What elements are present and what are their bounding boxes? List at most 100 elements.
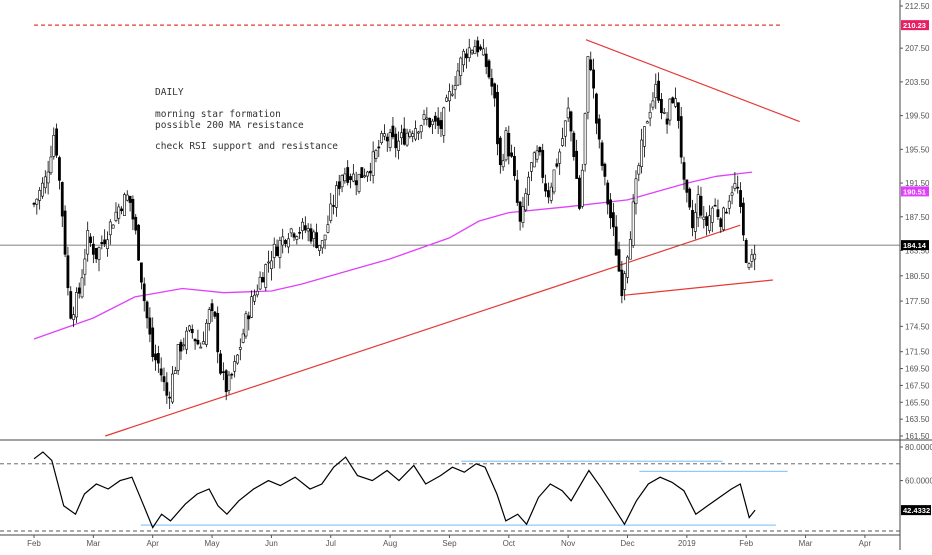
candle-body xyxy=(337,181,341,189)
candle-body xyxy=(58,157,61,181)
price-y-tick-label: 183.50 xyxy=(905,247,930,256)
candle-body xyxy=(32,203,36,205)
candle-body xyxy=(35,198,39,205)
candle-body xyxy=(145,301,149,319)
candle-body xyxy=(89,236,92,244)
candle-body xyxy=(275,246,279,256)
candle-body xyxy=(739,190,742,207)
candle-body xyxy=(269,260,273,270)
price-y-tick-label: 199.50 xyxy=(905,112,930,121)
candle-body xyxy=(538,147,542,153)
candle-body xyxy=(481,48,485,56)
candle-body xyxy=(532,152,536,168)
candle-body xyxy=(72,314,75,320)
candle-body xyxy=(730,192,734,196)
candle-body xyxy=(230,373,234,376)
candle-body xyxy=(193,338,197,342)
candle-body xyxy=(106,239,109,249)
candle-body xyxy=(286,238,290,248)
candle-body xyxy=(575,150,579,179)
x-tick-label: Aug xyxy=(383,539,397,548)
candle-body xyxy=(493,83,497,99)
candle-body xyxy=(199,346,203,349)
candle-body xyxy=(343,173,347,182)
trendline-recent-support xyxy=(624,279,773,296)
candle-body xyxy=(207,309,211,324)
candle-body xyxy=(541,149,545,178)
candle-body xyxy=(63,210,67,255)
candle-body xyxy=(685,179,689,193)
candle-body xyxy=(691,210,694,229)
rsi-value-tag-bg xyxy=(901,505,931,516)
candle-body xyxy=(490,77,494,87)
candle-body xyxy=(219,353,222,374)
candle-body xyxy=(657,80,660,101)
candle-body xyxy=(744,239,748,263)
candle-body xyxy=(725,211,728,214)
candle-body xyxy=(563,120,567,137)
candle-body xyxy=(552,169,556,193)
annotation-line3: check RSI support and resistance xyxy=(155,141,339,152)
candle-body xyxy=(388,132,392,148)
candle-body xyxy=(354,180,358,186)
candle-body xyxy=(428,117,432,128)
candle-body xyxy=(250,296,254,318)
candle-body xyxy=(496,91,499,145)
candle-body xyxy=(431,120,434,125)
candle-body xyxy=(623,273,627,290)
candle-body xyxy=(589,59,593,71)
candle-body xyxy=(351,173,355,182)
candle-body xyxy=(111,224,115,229)
candle-body xyxy=(450,93,454,96)
x-tick-label: Apr xyxy=(859,539,872,548)
price-tag-label: 210.23 xyxy=(903,21,926,30)
candle-body xyxy=(83,258,87,275)
candle-body xyxy=(453,85,457,90)
price-y-tick-label: 187.50 xyxy=(905,213,930,222)
candle-body xyxy=(595,93,598,124)
candle-body xyxy=(535,150,539,160)
x-tick-label: May xyxy=(204,539,219,548)
candle-body xyxy=(716,209,720,217)
x-tick-label: Jun xyxy=(265,539,278,548)
candle-body xyxy=(487,60,491,78)
candle-body xyxy=(86,230,90,255)
candle-body xyxy=(173,370,177,374)
trendline-descending-resistance xyxy=(585,39,800,123)
candle-body xyxy=(41,182,44,197)
candle-body xyxy=(301,221,304,231)
candle-body xyxy=(518,201,522,222)
price-y-tick-label: 180.50 xyxy=(905,272,930,281)
candle-body xyxy=(264,264,268,288)
candle-body xyxy=(332,205,335,207)
candle-body xyxy=(572,132,576,157)
candle-body xyxy=(634,178,638,205)
candle-body xyxy=(530,162,533,172)
candle-body xyxy=(753,253,757,260)
x-tick-label: Nov xyxy=(561,539,575,548)
x-tick-label: Oct xyxy=(503,539,516,548)
candle-body xyxy=(320,240,324,249)
candle-body xyxy=(708,215,711,231)
candle-body xyxy=(213,311,217,317)
candle-body xyxy=(620,269,624,297)
candle-body xyxy=(97,247,101,260)
price-y-tick-label: 161.50 xyxy=(905,432,930,441)
candle-body xyxy=(258,276,262,290)
candle-body xyxy=(442,107,446,136)
price-y-tick-label: 207.50 xyxy=(905,44,930,53)
candle-body xyxy=(142,283,146,302)
price-y-tick-label: 171.50 xyxy=(905,348,930,357)
candle-body xyxy=(210,303,214,312)
candle-body xyxy=(733,183,737,189)
candle-body xyxy=(125,194,129,201)
candle-body xyxy=(609,199,612,219)
candle-body xyxy=(55,128,59,156)
candle-body xyxy=(154,353,157,361)
candle-body xyxy=(182,344,186,347)
candle-body xyxy=(408,131,412,137)
rsi-y-tick-label: 60.0000 xyxy=(905,477,932,486)
candle-body xyxy=(586,56,590,113)
candle-body xyxy=(204,322,208,345)
